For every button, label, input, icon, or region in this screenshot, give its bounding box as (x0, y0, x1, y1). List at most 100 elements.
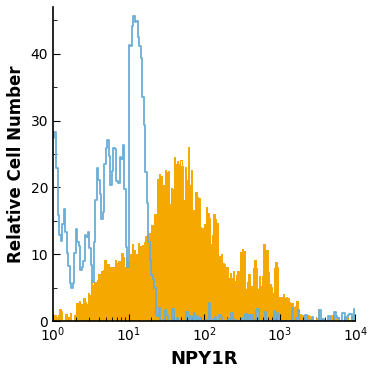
Bar (263, 244, 265, 321)
Bar (260, 286, 262, 321)
Bar (293, 307, 295, 321)
Bar (346, 317, 348, 321)
Bar (60, 311, 62, 321)
Bar (333, 316, 334, 321)
Bar (337, 318, 339, 321)
Bar (243, 251, 245, 321)
Bar (272, 293, 274, 321)
Bar (274, 268, 275, 321)
Bar (124, 267, 126, 321)
Bar (236, 275, 237, 321)
Bar (129, 267, 130, 321)
Bar (57, 315, 59, 321)
Bar (165, 170, 166, 321)
Bar (138, 243, 139, 321)
Bar (145, 236, 147, 321)
Bar (172, 189, 174, 321)
Bar (216, 223, 218, 321)
Bar (265, 251, 266, 321)
Bar (210, 244, 212, 321)
Bar (123, 257, 124, 321)
Bar (299, 314, 301, 321)
Bar (249, 286, 251, 321)
Bar (245, 288, 246, 321)
Bar (156, 221, 157, 321)
Bar (218, 259, 219, 321)
Bar (230, 273, 231, 321)
Bar (231, 278, 233, 321)
Bar (240, 252, 242, 321)
Bar (162, 188, 164, 321)
Bar (180, 160, 182, 321)
Bar (252, 268, 254, 321)
Bar (307, 315, 309, 321)
Bar (269, 284, 271, 321)
Bar (118, 261, 120, 321)
Bar (153, 227, 154, 321)
Bar (190, 170, 192, 321)
Bar (200, 226, 201, 321)
Bar (109, 268, 110, 321)
Bar (280, 298, 281, 321)
Bar (334, 315, 336, 321)
Bar (278, 297, 280, 321)
Bar (292, 303, 293, 321)
Bar (144, 242, 145, 321)
Bar (54, 315, 56, 321)
Bar (174, 157, 176, 321)
Bar (160, 176, 162, 321)
Bar (251, 286, 252, 321)
Bar (133, 250, 135, 321)
Bar (237, 272, 239, 321)
Bar (316, 318, 318, 321)
Bar (77, 303, 79, 321)
Bar (136, 254, 138, 321)
Bar (268, 272, 269, 321)
Bar (287, 298, 289, 321)
Bar (171, 188, 172, 321)
Bar (254, 260, 256, 321)
Bar (182, 166, 183, 321)
Bar (242, 249, 243, 321)
Bar (178, 164, 180, 321)
Bar (298, 309, 299, 321)
Bar (183, 200, 184, 321)
Bar (195, 192, 196, 321)
Bar (331, 315, 333, 321)
Bar (188, 147, 189, 321)
Bar (106, 277, 107, 321)
Bar (271, 288, 272, 321)
Bar (177, 161, 178, 321)
Bar (80, 304, 82, 321)
Bar (65, 314, 67, 321)
Bar (150, 237, 151, 321)
Bar (110, 267, 112, 321)
Bar (233, 271, 234, 321)
Bar (82, 306, 83, 321)
Bar (219, 256, 221, 321)
Bar (296, 301, 298, 321)
Bar (350, 320, 351, 321)
Bar (70, 313, 71, 321)
Bar (91, 280, 92, 321)
Bar (126, 257, 127, 321)
Bar (202, 229, 204, 321)
Bar (121, 253, 123, 321)
Bar (79, 300, 80, 321)
Bar (97, 280, 98, 321)
Bar (262, 276, 263, 321)
Bar (209, 217, 210, 321)
Bar (290, 303, 292, 321)
Bar (103, 270, 104, 321)
Bar (184, 167, 186, 321)
Bar (117, 263, 118, 321)
Bar (281, 297, 283, 321)
Bar (194, 213, 195, 321)
Bar (303, 315, 304, 321)
Bar (201, 228, 202, 321)
Bar (59, 309, 60, 321)
Bar (142, 244, 144, 321)
Bar (112, 273, 114, 321)
Bar (88, 292, 89, 321)
Bar (100, 278, 101, 321)
